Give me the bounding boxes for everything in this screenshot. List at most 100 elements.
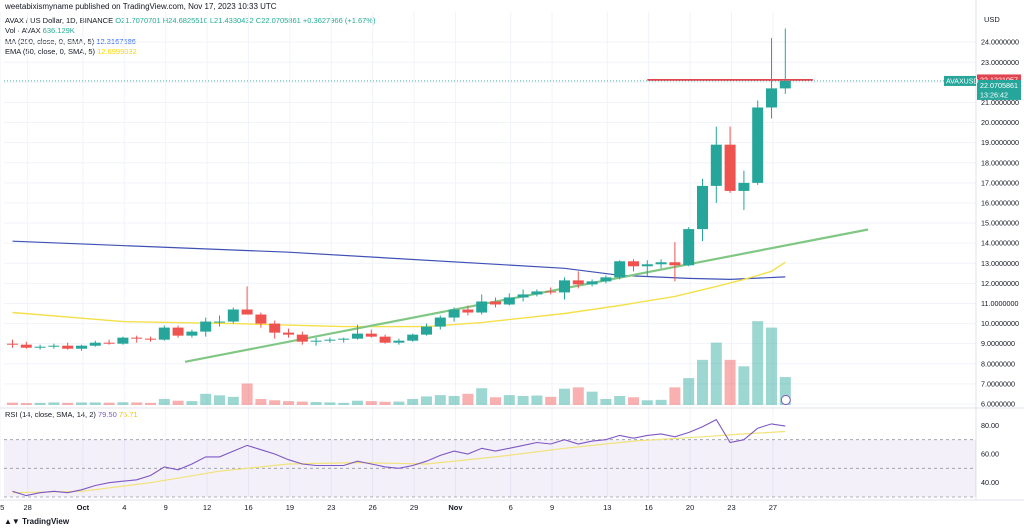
time-axis[interactable]: 212528Oct49121619232629Nov691316202327 <box>0 503 777 512</box>
candle-body <box>572 280 584 285</box>
price-tick-label: 18.0000000 <box>981 158 1019 167</box>
price-tick-label: 22.0000000 <box>981 78 1019 87</box>
time-tick-label: 23 <box>727 503 735 512</box>
rsi-axis: 80.00 60.00 40.00 <box>981 421 999 487</box>
candle-body <box>710 144 722 186</box>
candle-body <box>766 88 777 108</box>
candle-body <box>586 281 598 285</box>
candle-body <box>269 323 281 333</box>
time-tick-label: Oct <box>77 503 90 512</box>
rsi-tick-label: 60.00 <box>981 450 999 459</box>
price-tick-label: 9.0000000 <box>981 339 1015 348</box>
volume-bar <box>7 402 18 405</box>
price-tick-label: 20.0000000 <box>981 118 1019 127</box>
volume-bar <box>545 396 557 405</box>
volume-bar <box>531 395 543 405</box>
volume-bar <box>214 395 225 405</box>
candle-body <box>738 182 750 191</box>
volume-bar <box>559 388 570 405</box>
countdown-label: 13:26:42 <box>980 90 1008 99</box>
volume-bar <box>738 366 750 405</box>
last-price-label: 22.0705861 <box>980 81 1018 90</box>
volume-bar <box>503 395 515 405</box>
legend-ma-row[interactable]: MA (200, close, 0, SMA, 5) 12.3167586 <box>5 37 375 47</box>
time-tick-label: 23 <box>327 503 335 512</box>
candle-body <box>752 107 764 183</box>
candle-body <box>421 326 432 335</box>
legend-low: L21.4330432 <box>209 16 254 25</box>
resistance-price-tag <box>977 74 1021 85</box>
time-tick-label: 6 <box>509 503 513 512</box>
volume-bar <box>641 400 653 405</box>
rsi-band <box>4 439 976 498</box>
ma200-line <box>12 240 786 281</box>
price-tick-label: 14.0000000 <box>981 239 1019 248</box>
volume-bar <box>752 321 764 405</box>
volume-bar <box>34 402 46 405</box>
candle-body <box>296 334 308 342</box>
volume-bar <box>103 402 115 405</box>
rsi-ma-line <box>12 430 786 494</box>
volume-bar <box>131 402 143 405</box>
volume-bar <box>490 397 501 405</box>
legend-symbol[interactable]: AVAX / US Dollar, 1D, BINANCE <box>5 16 114 25</box>
candle-body <box>241 309 253 315</box>
time-tick-label: 16 <box>244 503 252 512</box>
price-tick-label: 17.0000000 <box>981 178 1019 187</box>
time-tick-label: 29 <box>410 503 418 512</box>
candle-body <box>186 331 198 336</box>
indicator-lines <box>4 79 976 363</box>
candle-body <box>131 337 143 339</box>
symbol-tag <box>944 75 976 86</box>
volume-bar <box>365 401 377 405</box>
volume-bar <box>434 395 446 405</box>
time-tick-label: 9 <box>550 503 554 512</box>
volume-bar <box>48 402 60 405</box>
price-tick-label: 13.0000000 <box>981 259 1019 268</box>
volume-bar <box>600 398 612 405</box>
legend-ema-row[interactable]: EMA (50, close, 0, SMA, 5) 12.6999032 <box>5 47 375 57</box>
price-tick-label: 10.0000000 <box>981 319 1019 328</box>
price-axis[interactable]: USD 24.0000000 23.0000000 22.0000000 21.0000… <box>944 15 1021 408</box>
candle-body <box>310 340 322 342</box>
volume-bars <box>7 321 791 405</box>
tradingview-logo[interactable]: ▲▼ TradingView <box>4 517 69 526</box>
volume-bar <box>20 403 32 405</box>
candle-body <box>365 333 377 337</box>
legend-close: C22.0705861 +0.3627966 (+1.67%) <box>255 16 376 25</box>
candle-body <box>434 317 446 327</box>
candle-body <box>20 344 32 348</box>
volume-bar <box>462 393 474 405</box>
volume-bar <box>448 395 460 405</box>
volume-bar <box>186 401 198 405</box>
resistance-price-label: 22.1221057 <box>980 75 1018 84</box>
candle-body <box>724 144 736 191</box>
chart-legend: AVAX / US Dollar, 1D, BINANCE O21.707070… <box>5 16 375 58</box>
candle-body <box>283 332 294 335</box>
volume-bar <box>158 398 170 405</box>
time-tick-label: 9 <box>164 503 168 512</box>
price-tick-label: 24.0000000 <box>981 38 1019 47</box>
volume-bar <box>724 359 736 405</box>
legend-volume-row[interactable]: Vol · AVAX 636.129K <box>5 26 375 36</box>
price-tick-label: 19.0000000 <box>981 138 1019 147</box>
time-tick-label: 12 <box>203 503 211 512</box>
candle-body <box>34 346 46 348</box>
candle-body <box>600 277 612 282</box>
price-tick-label: 15.0000000 <box>981 219 1019 228</box>
candle-body <box>89 342 101 346</box>
candle-body <box>655 262 667 265</box>
legend-ema-value: 12.6999032 <box>97 47 137 57</box>
volume-bar <box>407 398 419 405</box>
rsi-legend[interactable]: RSI (14, close, SMA, 14, 2) 79.50 75.71 <box>5 410 138 419</box>
candle-body <box>227 309 239 322</box>
time-tick-label: 13 <box>603 503 611 512</box>
candle-body <box>448 309 460 318</box>
legend-high: H24.6825510 <box>162 16 208 25</box>
candle-body <box>172 327 184 336</box>
time-tick-label: 16 <box>645 503 653 512</box>
candle-body <box>379 336 391 343</box>
candle-body <box>214 321 225 323</box>
candle-body <box>145 338 156 340</box>
